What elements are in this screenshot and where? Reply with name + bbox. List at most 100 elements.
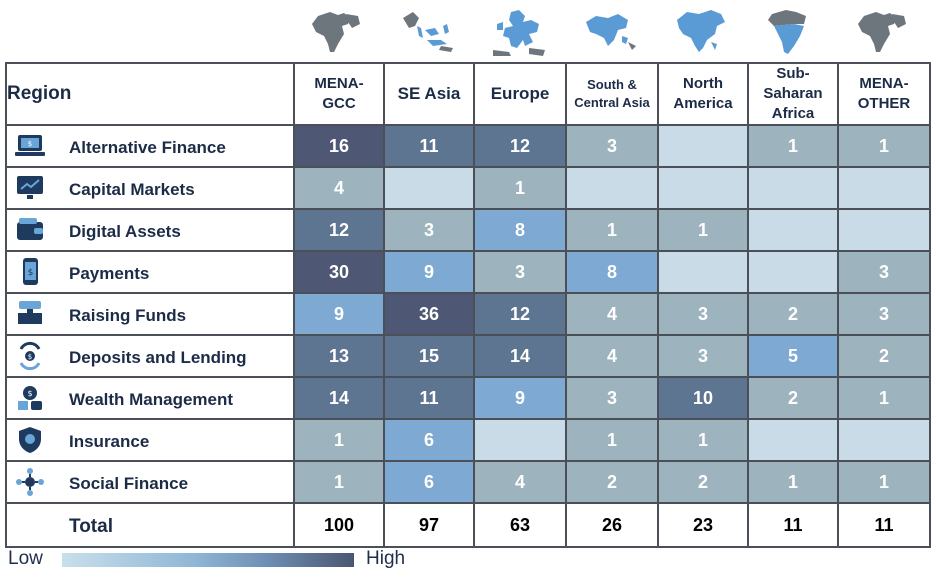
heatmap-cell: 12: [293, 208, 385, 252]
europe-map-icon: [493, 10, 545, 56]
row-header: Insurance: [5, 418, 295, 462]
heatmap-cell: 11: [383, 124, 475, 168]
heatmap-cell: 3: [657, 292, 749, 336]
heatmap-cell: 30: [293, 250, 385, 294]
row-label: Wealth Management: [69, 390, 234, 409]
heatmap-row: $ Deposits and Lending 13 15 14 4 3 5 2: [5, 334, 931, 378]
heatmap-cell: 12: [473, 292, 567, 336]
column-header-line: Europe: [490, 84, 550, 103]
mobile-payment-icon: $: [23, 258, 38, 285]
heatmap-row: Social Finance 1 6 4 2 2 1 1: [5, 460, 931, 504]
total-row-header: Total: [5, 502, 295, 548]
total-cell: 63: [473, 502, 567, 548]
heatmap-cell: 36: [383, 292, 475, 336]
heatmap-row: $ Wealth Management 14 11 9 3 10 2 1: [5, 376, 931, 420]
heatmap-row: Capital Markets 4 1: [5, 166, 931, 210]
total-cell: 11: [837, 502, 931, 548]
heatmap-cell: 5: [747, 334, 839, 378]
heatmap-cell: 16: [293, 124, 385, 168]
africa-mideast-map-icon: [858, 12, 906, 52]
heatmap-cell: 2: [747, 292, 839, 336]
africa-mideast-map-icon: [312, 12, 360, 52]
total-label: Total: [69, 516, 113, 538]
heatmap-cell: 1: [657, 208, 749, 252]
heatmap-cell: [747, 208, 839, 252]
heatmap-cell: 6: [383, 418, 475, 462]
row-header: $ Alternative Finance: [5, 124, 295, 168]
column-header-line: GCC: [322, 95, 356, 112]
heatmap-cell: [657, 166, 749, 210]
heatmap-cell: 1: [565, 418, 659, 462]
column-header-line: MENA-: [859, 75, 909, 92]
column-header-line: South &: [587, 77, 637, 92]
heatmap-cell: [747, 166, 839, 210]
row-header: $ Deposits and Lending: [5, 334, 295, 378]
column-header-line: Sub-: [776, 65, 810, 82]
heatmap-cell: 8: [565, 250, 659, 294]
heatmap-cell: 4: [565, 334, 659, 378]
heatmap-cell: 1: [747, 460, 839, 504]
heatmap-cell: 12: [473, 124, 567, 168]
heatmap-cell: 1: [837, 124, 931, 168]
total-cell: 23: [657, 502, 749, 548]
heatmap-cell: 3: [565, 376, 659, 420]
column-header-line: Saharan: [763, 85, 823, 102]
column-header-north-america: North America: [657, 62, 749, 126]
heatmap-cell: 14: [293, 376, 385, 420]
southeast-asia-map-icon: [403, 12, 453, 52]
chart-monitor-icon: [17, 176, 43, 199]
row-header: $ Payments: [5, 250, 295, 294]
svg-text:$: $: [27, 389, 32, 398]
heatmap-cell: 3: [565, 124, 659, 168]
heatmap-cell: 1: [747, 124, 839, 168]
row-label: Digital Assets: [69, 222, 181, 241]
heatmap-cell: [657, 124, 749, 168]
svg-text:$: $: [28, 268, 34, 278]
total-cell: 100: [293, 502, 385, 548]
row-label: Capital Markets: [69, 180, 195, 199]
heatmap-row: Digital Assets 12 3 8 1 1: [5, 208, 931, 252]
wealth-management-icon: $: [18, 386, 42, 410]
heatmap-cell: 4: [293, 166, 385, 210]
heatmap-cell: 2: [657, 460, 749, 504]
row-label: Raising Funds: [69, 306, 187, 325]
heatmap-row: Insurance 1 6 1 1: [5, 418, 931, 462]
heatmap-cell: [837, 208, 931, 252]
column-header-se-asia: SE Asia: [383, 62, 475, 126]
heatmap-table: Region MENA- GCC SE Asia Europe South & Centra…: [5, 62, 931, 548]
heatmap-cell: [383, 166, 475, 210]
total-cell: 11: [747, 502, 839, 548]
heatmap-cell: 2: [837, 334, 931, 378]
heatmap-cell: 9: [473, 376, 567, 420]
heatmap-cell: 2: [747, 376, 839, 420]
row-label: Payments: [69, 264, 150, 283]
deposit-lending-icon: $: [19, 341, 41, 371]
svg-text:$: $: [28, 353, 32, 361]
column-header-south-central-asia: South & Central Asia: [565, 62, 659, 126]
column-header-line: OTHER: [857, 95, 911, 112]
heatmap-cell: 13: [293, 334, 385, 378]
svg-text:$: $: [28, 140, 32, 148]
wallet-icon: [17, 218, 43, 240]
row-label: Insurance: [69, 432, 150, 451]
column-header-sub-saharan-africa: Sub- Saharan Africa: [747, 62, 839, 126]
heatmap-cell: [565, 166, 659, 210]
heatmap-cell: 3: [473, 250, 567, 294]
south-central-asia-map-icon: [586, 14, 636, 50]
total-cell: 26: [565, 502, 659, 548]
row-label: Deposits and Lending: [69, 348, 247, 367]
heatmap-cell: 6: [383, 460, 475, 504]
row-header: Social Finance: [5, 460, 295, 504]
shield-icon: [19, 427, 41, 453]
legend-high-label: High: [366, 548, 406, 569]
region-header: Region: [5, 62, 295, 126]
heatmap-cell: 9: [383, 250, 475, 294]
heatmap-cell: 15: [383, 334, 475, 378]
row-label: Social Finance: [69, 474, 189, 493]
fundraising-icon: [18, 301, 42, 324]
heatmap-cell: 4: [565, 292, 659, 336]
heatmap-cell: 14: [473, 334, 567, 378]
heatmap-cell: 1: [473, 166, 567, 210]
heatmap-cell: 3: [657, 334, 749, 378]
heatmap-cell: 9: [293, 292, 385, 336]
